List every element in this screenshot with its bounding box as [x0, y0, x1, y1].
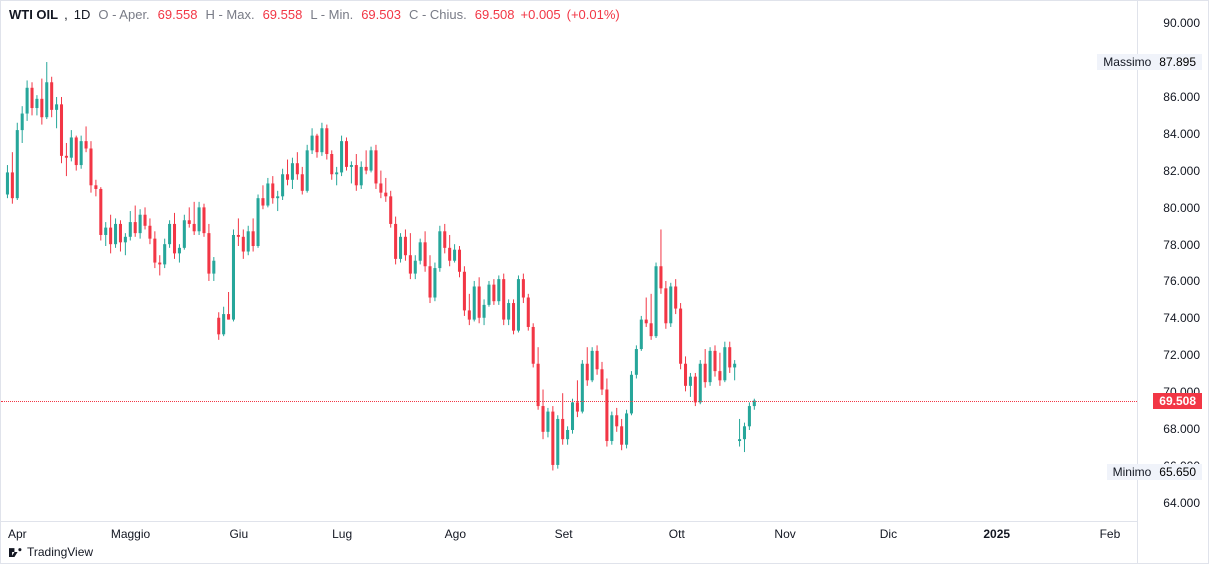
x-axis-line: [1, 521, 1137, 522]
legend-close-label: C - Chius.: [409, 7, 467, 22]
chart-canvas[interactable]: [1, 1, 1208, 564]
legend-close-value: 69.508: [475, 7, 515, 22]
y-tick-label: 74.000: [1163, 311, 1200, 325]
y-tick-label: 76.000: [1163, 274, 1200, 288]
legend-high-value: 69.558: [263, 7, 303, 22]
legend-low-value: 69.503: [361, 7, 401, 22]
branding[interactable]: TradingView: [9, 545, 93, 559]
y-tick-label: 86.000: [1163, 90, 1200, 104]
x-tick-label: Maggio: [111, 527, 150, 541]
x-tick-label: Apr: [8, 527, 27, 541]
tradingview-icon: [9, 545, 23, 559]
legend-open-label: O - Aper.: [98, 7, 149, 22]
legend-open-value: 69.558: [158, 7, 198, 22]
legend-low-label: L - Min.: [310, 7, 353, 22]
y-tick-label: 78.000: [1163, 238, 1200, 252]
x-tick-label: Feb: [1100, 527, 1121, 541]
y-tick-label: 64.000: [1163, 496, 1200, 510]
branding-text: TradingView: [27, 545, 93, 559]
legend-change: +0.005: [521, 7, 561, 22]
x-tick-label: 2025: [983, 527, 1010, 541]
x-tick-label: Ott: [669, 527, 685, 541]
y-tick-label: 68.000: [1163, 422, 1200, 436]
x-tick-label: Ago: [445, 527, 466, 541]
legend: WTI OIL, 1D O - Aper. 69.558 H - Max. 69…: [9, 7, 620, 22]
y-tick-label: 84.000: [1163, 127, 1200, 141]
legend-symbol: WTI OIL: [9, 7, 58, 22]
x-tick-label: Dic: [880, 527, 897, 541]
price-line: [1, 401, 1137, 402]
y-tick-label: 90.000: [1163, 16, 1200, 30]
chart-container[interactable]: WTI OIL, 1D O - Aper. 69.558 H - Max. 69…: [0, 0, 1209, 564]
x-tick-label: Giu: [229, 527, 248, 541]
last-price-tag: 69.508: [1153, 393, 1202, 409]
x-tick-label: Nov: [774, 527, 795, 541]
y-tick-label: 72.000: [1163, 348, 1200, 362]
y-tick-label: 80.000: [1163, 201, 1200, 215]
high-low-tag: Massimo87.895: [1097, 54, 1202, 70]
y-tick-label: 82.000: [1163, 164, 1200, 178]
high-low-tag: Minimo65.650: [1107, 464, 1202, 480]
legend-high-label: H - Max.: [205, 7, 254, 22]
x-tick-label: Set: [555, 527, 573, 541]
legend-interval: 1D: [74, 7, 91, 22]
x-tick-label: Lug: [332, 527, 352, 541]
legend-change-pct: (+0.01%): [567, 7, 620, 22]
